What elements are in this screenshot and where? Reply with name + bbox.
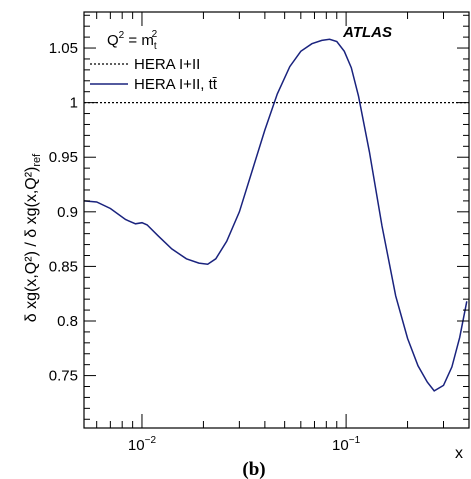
y-tick-label-5: 1 [70,95,78,112]
legend: HERA I+II HERA I+II, tt̄ [90,56,218,93]
panel-label: (b) [242,459,265,479]
scale-label-sup2: 2 [152,29,158,40]
x-tick-label-1: 10−1 [332,435,361,454]
x-axis-ticks: 10−2 10−1 [96,12,470,454]
legend-label-hera: HERA I+II [134,56,200,73]
scale-label-sup1: 2 [119,30,125,41]
x-tick-label-base: 10 [128,437,145,454]
y-tick-label-1: 0.8 [57,313,78,330]
scale-label-eq: = m [124,32,154,49]
scale-label-base: Q [107,32,119,49]
legend-label-hera-ttbar: HERA I+II, tt̄ [134,76,218,93]
plot-frame [83,11,470,429]
plot-lines [83,38,469,392]
y-tick-label-2: 0.85 [49,258,78,275]
scale-label: Q2 = mt2 [107,29,158,52]
x-tick-label-exponent: −1 [349,435,361,446]
y-tick-label-4: 0.95 [49,149,78,166]
y-axis-label-subscript: ref [31,153,43,167]
scale-label-sub: t [154,41,157,52]
y-tick-label-0: 0.75 [49,368,78,385]
x-tick-label-base: 10 [332,437,349,454]
series-line-1 [83,38,468,392]
experiment-label: ATLAS [342,24,392,41]
y-tick-label-6: 1.05 [49,40,78,57]
x-axis-label: x [455,445,463,462]
y-axis-label-text: δ xg(x,Q²) / δ xg(x,Q²) [23,167,40,323]
svg-text:δ xg(x,Q²) / δ xg(x,Q²)ref: δ xg(x,Q²) / δ xg(x,Q²)ref [23,153,43,322]
y-axis-ticks: 0.75 0.8 0.85 0.9 0.95 1 1.05 [49,14,469,420]
x-tick-label-exponent: −2 [145,435,157,446]
y-axis-label: δ xg(x,Q²) / δ xg(x,Q²)ref [23,153,43,322]
x-tick-label-0: 10−2 [128,435,157,454]
y-tick-label-3: 0.9 [57,204,78,221]
